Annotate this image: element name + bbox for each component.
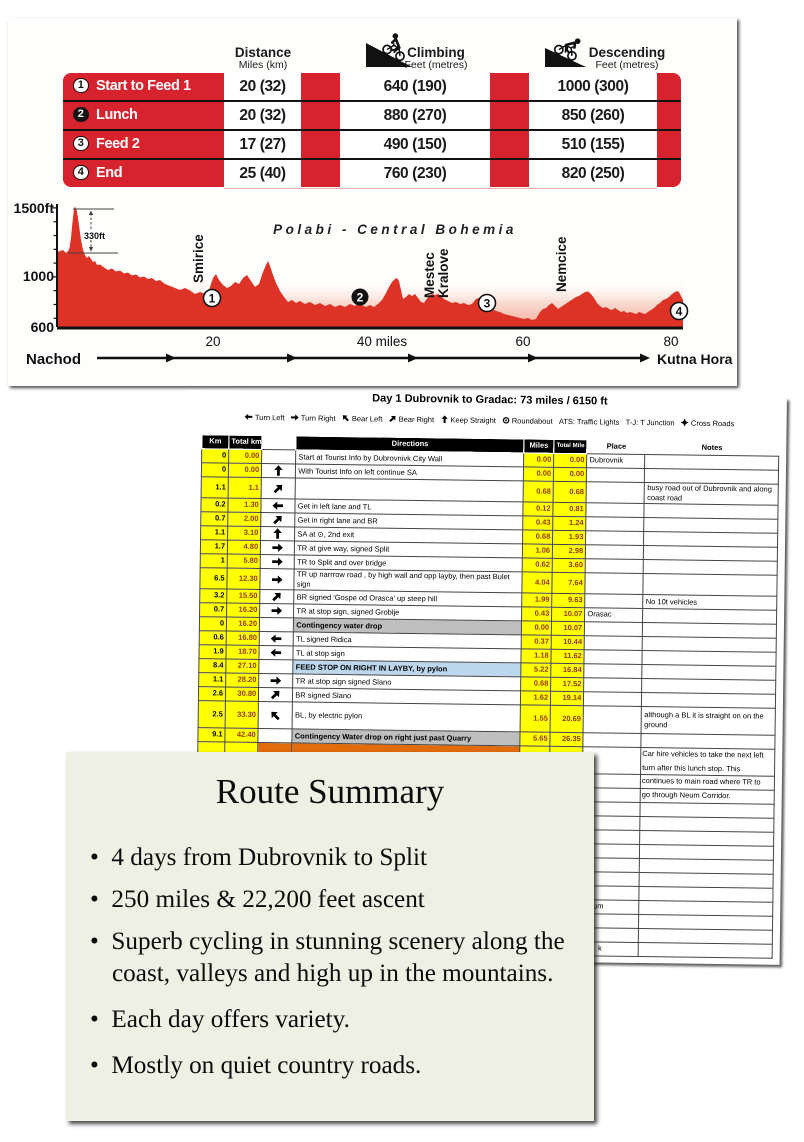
svg-text:60: 60 [515,334,530,349]
svg-text:1: 1 [209,292,216,306]
svg-text:Mestec: Mestec [422,252,437,298]
svg-text:600: 600 [31,319,55,335]
svg-text:2: 2 [357,291,364,305]
svg-text:3: 3 [484,297,491,311]
svg-text:1500ft: 1500ft [14,200,55,216]
svg-text:40 miles: 40 miles [357,334,408,349]
svg-text:Nemcice: Nemcice [554,236,569,292]
svg-text:Nachod: Nachod [26,351,81,368]
svg-text:80: 80 [663,334,678,349]
svg-text:Smirice: Smirice [191,234,206,283]
svg-text:1000: 1000 [23,268,54,284]
svg-text:Kralove: Kralove [436,248,451,298]
svg-text:Polabi - Central Bohemia: Polabi - Central Bohemia [273,222,517,237]
svg-text:Kutna Hora: Kutna Hora [657,351,733,367]
svg-text:330ft: 330ft [84,231,105,241]
svg-text:20: 20 [205,334,220,349]
svg-text:4: 4 [676,305,683,319]
